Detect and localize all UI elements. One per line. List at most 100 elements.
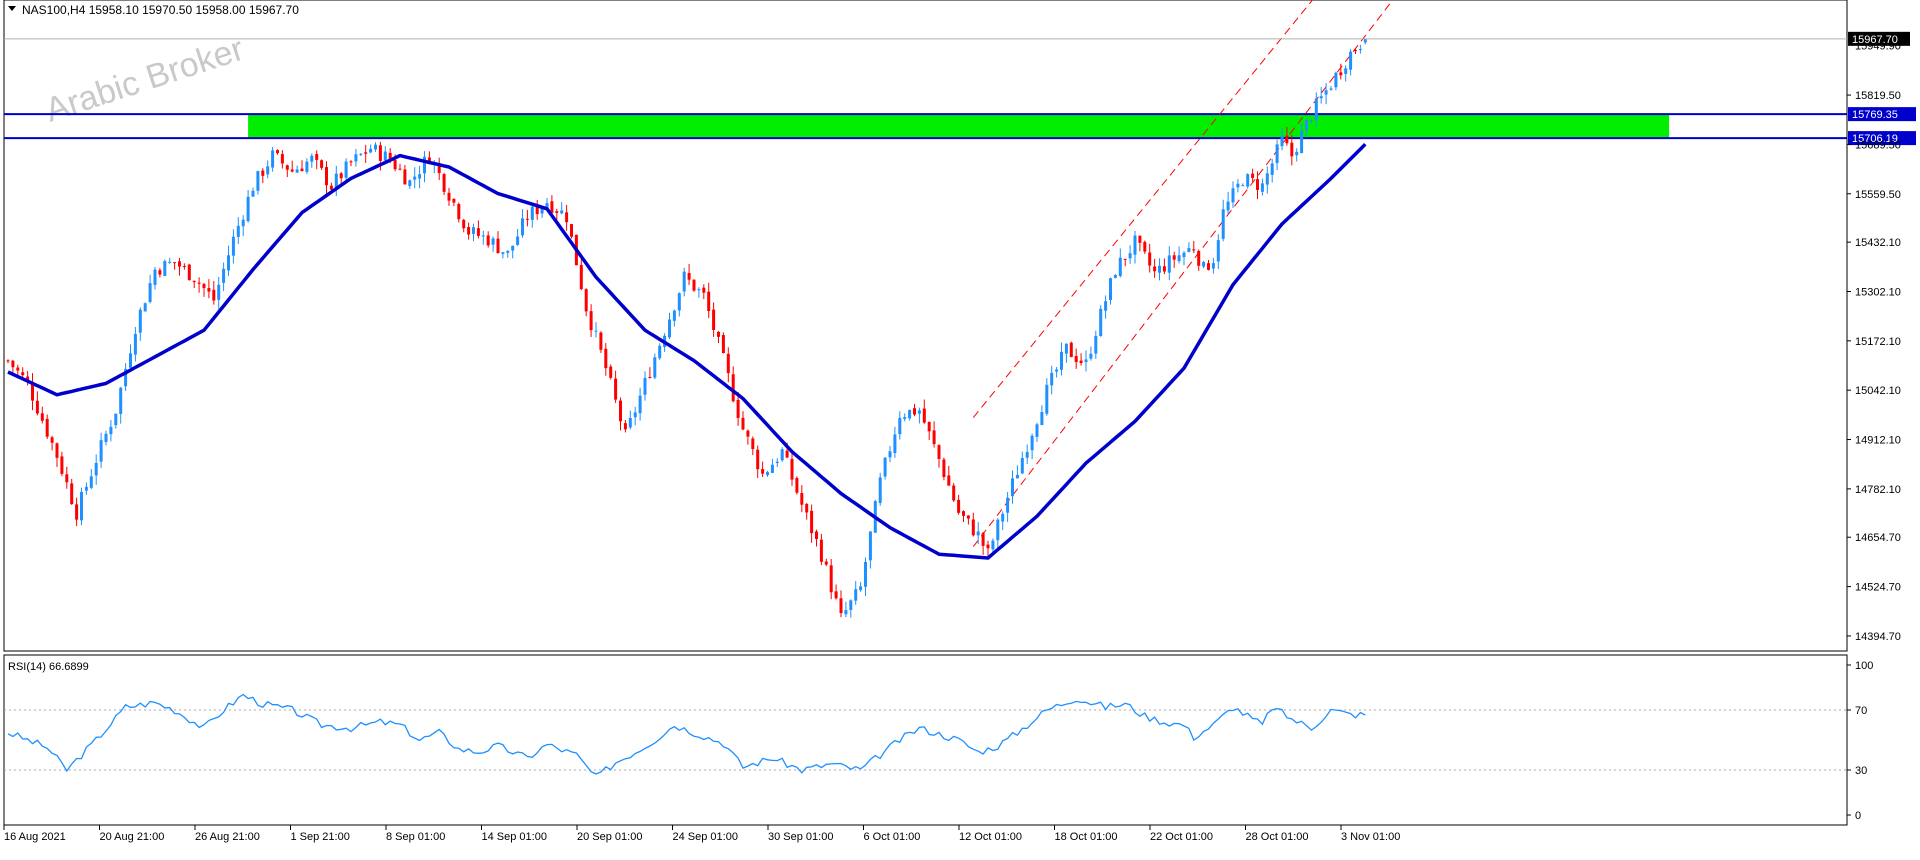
candle-body (481, 235, 485, 237)
candle-body (707, 291, 711, 312)
candle-body (1314, 98, 1318, 120)
main-chart-frame (3, 0, 1848, 652)
candle-body (447, 192, 451, 201)
price-tick-label: 15042.10 (1855, 385, 1901, 397)
candle-body (143, 303, 147, 312)
candle-body (222, 268, 226, 283)
candle-body (942, 459, 946, 478)
candle-body (271, 150, 275, 168)
candle-body (1094, 335, 1098, 354)
candle-body (682, 271, 686, 292)
candle-body (1226, 201, 1230, 211)
candle-body (839, 598, 843, 614)
candle-body (1099, 308, 1103, 337)
channel-upper-line[interactable] (972, 0, 1331, 418)
candle-body (60, 456, 64, 474)
candle-body (109, 426, 113, 435)
time-tick-label: 3 Nov 01:00 (1341, 831, 1400, 843)
candle-body (1256, 179, 1259, 190)
candle-body (834, 591, 838, 599)
candle-body (555, 211, 559, 213)
candle-body (1339, 72, 1343, 76)
candle-body (1349, 51, 1353, 70)
candle-body (540, 207, 544, 214)
time-tick-label: 8 Sep 01:00 (386, 831, 445, 843)
moving-average-line[interactable] (7, 142, 1367, 560)
candle-body (6, 360, 10, 362)
candle-body (1344, 68, 1348, 74)
candle-body (1192, 249, 1196, 251)
rsi-line[interactable] (7, 693, 1366, 775)
candle-body (1118, 257, 1122, 276)
candle-body (1216, 240, 1220, 262)
channel-lower-line[interactable] (972, 3, 1391, 547)
candle-body (217, 284, 221, 300)
candle-body (824, 561, 828, 565)
candle-body (952, 485, 956, 501)
candle-body (1265, 173, 1269, 185)
candle-body (310, 155, 314, 162)
candle-body (623, 423, 627, 430)
candle-body (761, 469, 765, 474)
candle-body (491, 238, 495, 245)
candle-body (1104, 301, 1108, 311)
candle-body (638, 395, 642, 414)
candle-body (1275, 144, 1279, 164)
level-price-tag (1848, 131, 1916, 146)
candle-body (158, 270, 162, 275)
candle-body (187, 264, 191, 281)
candle-body (712, 309, 716, 330)
time-tick-label: 28 Oct 01:00 (1246, 831, 1309, 843)
candle-body (511, 245, 515, 251)
candle-body (1109, 278, 1112, 301)
candle-body (751, 438, 755, 450)
candle-body (182, 265, 186, 267)
rsi-tick-label: 0 (1855, 810, 1861, 822)
dropdown-triangle-icon[interactable] (8, 6, 16, 11)
candle-body (40, 413, 44, 421)
candle-body (565, 212, 569, 223)
candle-body (844, 610, 848, 615)
candle-body (530, 206, 534, 220)
candle-body (766, 472, 769, 476)
candle-body (104, 433, 108, 442)
candle-body (99, 440, 103, 462)
candle-body (1123, 258, 1127, 260)
candle-body (197, 282, 201, 284)
candle-body (1055, 369, 1059, 372)
candle-body (1079, 360, 1083, 364)
candle-body (1064, 343, 1068, 354)
candle-body (349, 161, 353, 163)
current-price-label: 15967.70 (1852, 34, 1898, 46)
candle-body (11, 360, 15, 368)
candle-body (393, 159, 397, 170)
candle-body (819, 539, 823, 562)
candle-body (148, 283, 152, 303)
time-tick-label: 24 Sep 01:00 (673, 831, 738, 843)
candle-body (854, 589, 858, 601)
candle-body (305, 161, 309, 172)
candle-body (1030, 435, 1034, 451)
candle-body (256, 171, 260, 191)
candle-body (996, 519, 1000, 541)
price-tick-label: 14912.10 (1855, 435, 1901, 447)
candle-body (369, 148, 373, 153)
candle-body (1285, 135, 1289, 144)
candle-body (893, 434, 897, 453)
candle-body (442, 174, 446, 192)
candle-body (658, 345, 662, 359)
candle-body (403, 169, 407, 185)
candle-body (1138, 235, 1142, 243)
candle-body (986, 544, 990, 549)
price-tick-label: 14654.70 (1855, 532, 1901, 544)
candle-body (16, 367, 20, 371)
candle-body (1211, 263, 1215, 269)
price-tick-label: 15432.10 (1855, 237, 1901, 249)
candle-body (756, 449, 760, 470)
candle-body (1197, 250, 1201, 266)
candle-body (295, 169, 299, 173)
candle-body (212, 289, 216, 301)
candle-body (1050, 372, 1054, 386)
candle-body (903, 417, 907, 419)
